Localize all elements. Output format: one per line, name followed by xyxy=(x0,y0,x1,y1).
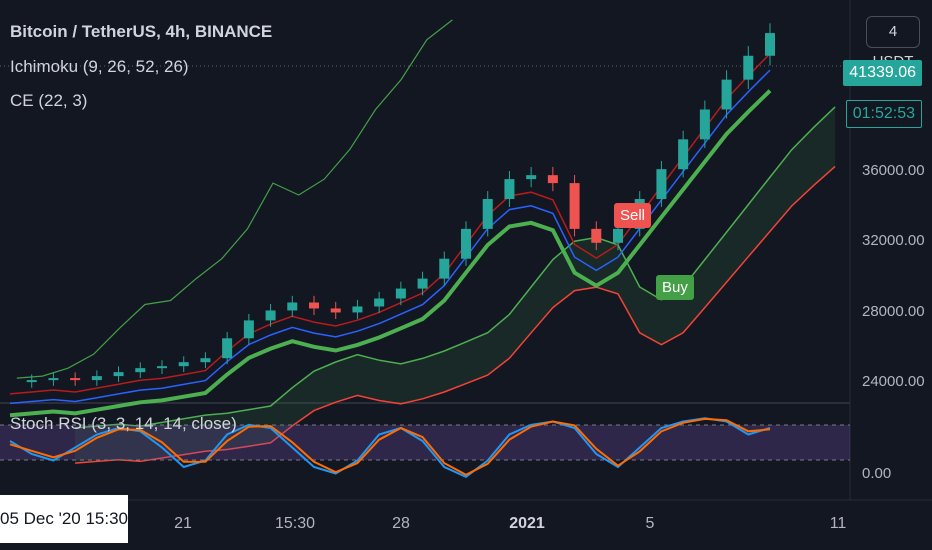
ichimoku-cloud xyxy=(75,106,836,464)
time-label: 11 xyxy=(829,515,847,532)
candle-body xyxy=(439,258,450,279)
candle-body xyxy=(656,169,667,200)
candle-body xyxy=(178,362,189,367)
candle-body xyxy=(699,109,710,140)
ce-legend[interactable]: CE (22, 3) xyxy=(10,91,88,110)
candle-body xyxy=(765,33,775,56)
candle-body xyxy=(70,378,81,381)
symbol-title[interactable]: Bitcoin / TetherUS, 4h, BINANCE xyxy=(10,22,273,41)
price-label: 32000.00 xyxy=(862,232,925,249)
tenkan-sen-line xyxy=(9,69,771,405)
price-label: 28000.00 xyxy=(862,303,925,320)
price-label: 24000.00 xyxy=(862,373,925,390)
candle-body xyxy=(547,175,558,184)
candle-body xyxy=(330,308,341,313)
candle-body xyxy=(743,55,754,80)
candle-body xyxy=(482,199,493,229)
chikou-span-line xyxy=(16,19,453,379)
candle-body xyxy=(374,298,385,307)
countdown-tag: 01:52:53 xyxy=(845,100,922,128)
candle-body xyxy=(157,366,167,369)
stoch-d-line xyxy=(9,417,771,476)
candle-body xyxy=(309,302,319,309)
candle-body xyxy=(265,310,276,321)
candle-body xyxy=(678,139,689,170)
candle-body xyxy=(91,376,102,381)
senkou-span-a-line xyxy=(75,106,836,429)
candle-body xyxy=(613,228,623,243)
candle-body xyxy=(222,338,233,359)
candle-body xyxy=(417,278,428,289)
candle-body xyxy=(135,368,146,373)
candle-body xyxy=(26,380,37,383)
candle-body xyxy=(504,179,515,200)
candle-body xyxy=(569,183,580,229)
candle-body xyxy=(461,228,471,259)
crosshair-date-label: 05 Dec '20 15:30 xyxy=(0,495,128,543)
candle-body xyxy=(243,320,254,339)
candle-body xyxy=(48,378,59,381)
oscillator-label: 0.00 xyxy=(862,465,892,482)
sell-signal-label: Sell xyxy=(614,203,652,228)
candle-body xyxy=(395,288,406,299)
time-label: 15:30 xyxy=(274,515,316,532)
ichimoku-legend[interactable]: Ichimoku (9, 26, 52, 26) xyxy=(10,57,189,76)
time-label: 2021 xyxy=(509,515,545,532)
time-label: 28 xyxy=(392,515,410,532)
chandelier-exit-line xyxy=(9,89,772,418)
price-label: 36000.00 xyxy=(862,162,925,179)
candle-body xyxy=(113,372,124,377)
candle-body xyxy=(200,358,211,363)
stoch-rsi-legend[interactable]: Stoch RSI (3, 3, 14, 14, close) xyxy=(10,414,237,433)
current-price-tag: 41339.06 xyxy=(843,60,922,86)
candle-body xyxy=(721,79,732,110)
candle-body xyxy=(591,228,602,243)
buy-signal-label: Buy xyxy=(656,275,694,300)
time-label: 21 xyxy=(174,515,192,532)
currency-unit-button[interactable]: 4 USDT xyxy=(866,16,920,70)
candle-body xyxy=(526,175,537,180)
senkou-span-b-line xyxy=(75,165,836,464)
candle-body xyxy=(352,306,363,313)
candle-body xyxy=(287,302,298,311)
time-label: 5 xyxy=(645,515,655,532)
